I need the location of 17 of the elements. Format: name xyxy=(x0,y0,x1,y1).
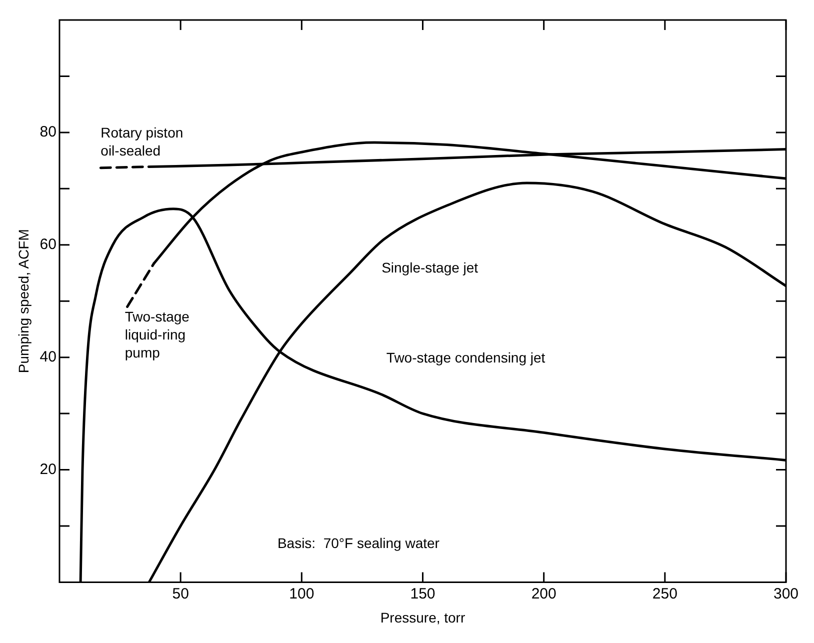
series-label: Rotary piston oil-sealed xyxy=(100,124,184,159)
x-axis-title: Pressure, torr xyxy=(380,609,466,626)
x-tick-label: 200 xyxy=(531,585,556,602)
x-tick-label: 300 xyxy=(773,585,799,602)
y-axis-title: Pumping speed, ACFM xyxy=(15,229,32,374)
y-tick-label: 80 xyxy=(40,124,56,141)
annotation: Basis: 70°F sealing water xyxy=(277,535,440,552)
x-tick-label: 50 xyxy=(172,585,189,602)
series-label: Two-stage liquid-ring pump xyxy=(124,308,190,361)
series-label: Single-stage jet xyxy=(382,260,478,276)
x-tick-label: 150 xyxy=(410,585,436,602)
y-tick-label: 40 xyxy=(40,348,56,366)
x-tick-label: 100 xyxy=(289,585,314,602)
text: Two-stage condensing jet xyxy=(386,350,546,366)
y-tick-label: 60 xyxy=(40,236,56,254)
x-tick-label: 250 xyxy=(652,585,678,602)
y-tick-label: 20 xyxy=(40,460,56,478)
